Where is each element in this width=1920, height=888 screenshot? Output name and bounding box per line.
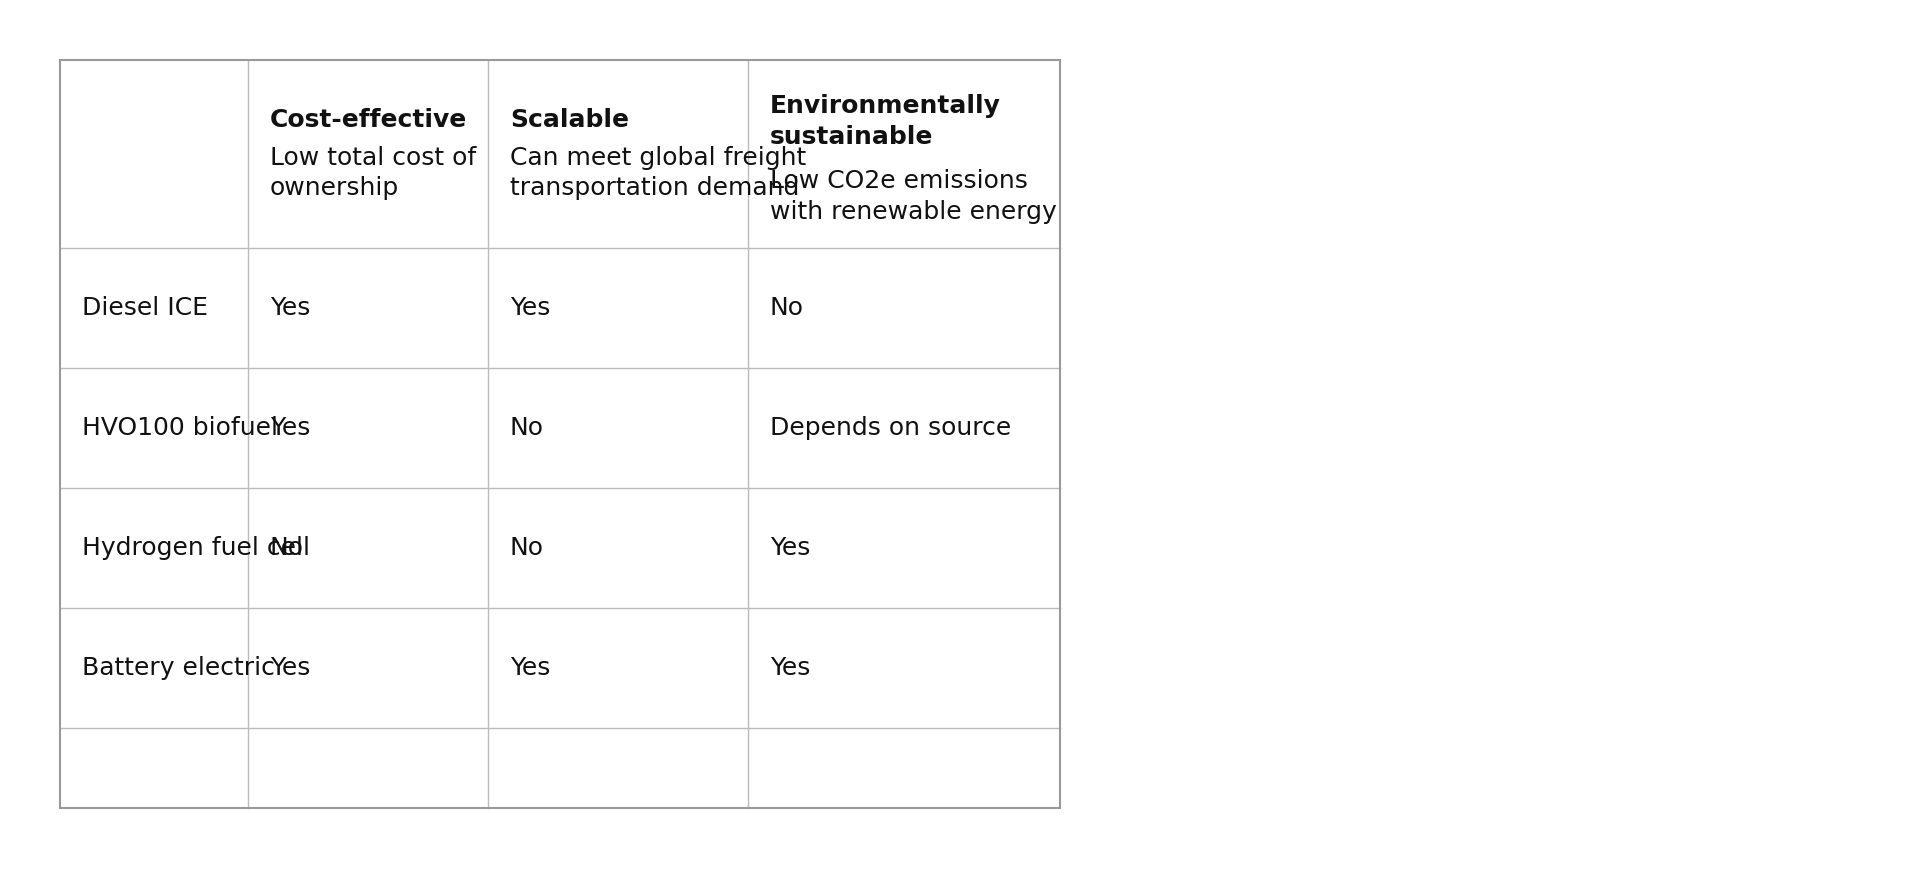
Text: No: No	[271, 536, 303, 560]
Text: No: No	[511, 536, 543, 560]
Text: Yes: Yes	[271, 296, 311, 320]
Text: HVO100 biofuel: HVO100 biofuel	[83, 416, 278, 440]
Text: Depends on source: Depends on source	[770, 416, 1012, 440]
Text: Diesel ICE: Diesel ICE	[83, 296, 207, 320]
Text: Yes: Yes	[770, 656, 810, 680]
Text: Yes: Yes	[511, 296, 551, 320]
Text: Environmentally
sustainable: Environmentally sustainable	[770, 94, 1000, 148]
Text: Yes: Yes	[511, 656, 551, 680]
Text: Hydrogen fuel cell: Hydrogen fuel cell	[83, 536, 309, 560]
Text: Low CO2e emissions
with renewable energy: Low CO2e emissions with renewable energy	[770, 170, 1056, 224]
Text: Scalable: Scalable	[511, 108, 630, 132]
Text: Yes: Yes	[770, 536, 810, 560]
Text: No: No	[770, 296, 804, 320]
Text: Can meet global freight
transportation demand: Can meet global freight transportation d…	[511, 146, 806, 201]
Text: Cost-effective: Cost-effective	[271, 108, 467, 132]
Text: Yes: Yes	[271, 416, 311, 440]
Text: Yes: Yes	[271, 656, 311, 680]
Text: Battery electric: Battery electric	[83, 656, 275, 680]
Text: No: No	[511, 416, 543, 440]
Text: Low total cost of
ownership: Low total cost of ownership	[271, 146, 476, 201]
Bar	[60, 60, 1060, 808]
